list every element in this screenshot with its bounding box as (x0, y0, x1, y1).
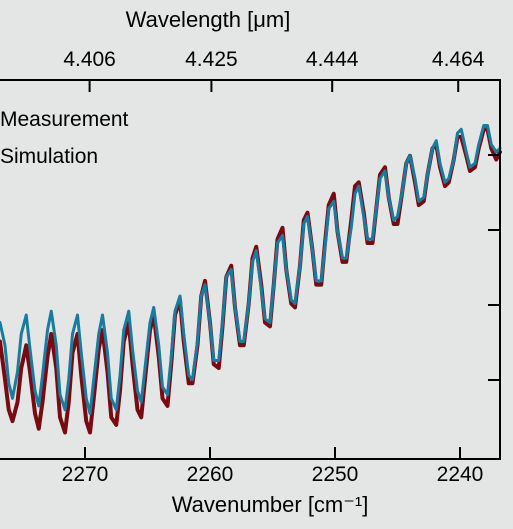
bottom-axis: 2270 2260 2250 2240 (62, 447, 484, 486)
bottom-tick-label: 2250 (312, 463, 359, 486)
series-layer (0, 123, 502, 435)
top-axis-title: Wavelength [μm] (126, 7, 291, 32)
legend-item-measurement: Measurement (0, 108, 129, 131)
bottom-tick-label: 2260 (187, 463, 234, 486)
plot-frame (0, 79, 501, 460)
bottom-axis-title: Wavenumber [cm⁻¹] (172, 492, 369, 517)
series-line-simulation (0, 123, 502, 416)
top-tick-label: 4.464 (432, 48, 485, 71)
top-tick-label: 4.406 (63, 48, 116, 71)
top-tick-label: 4.425 (185, 48, 238, 71)
legend-item-simulation: Simulation (0, 145, 98, 168)
top-tick-label: 4.444 (306, 48, 359, 71)
top-axis: 4.406 4.425 4.444 4.464 (63, 48, 485, 92)
bottom-tick-label: 2270 (62, 463, 109, 486)
plot-area (0, 79, 502, 460)
legend: Measurement Simulation (0, 108, 129, 168)
bottom-tick-label: 2240 (437, 463, 484, 486)
